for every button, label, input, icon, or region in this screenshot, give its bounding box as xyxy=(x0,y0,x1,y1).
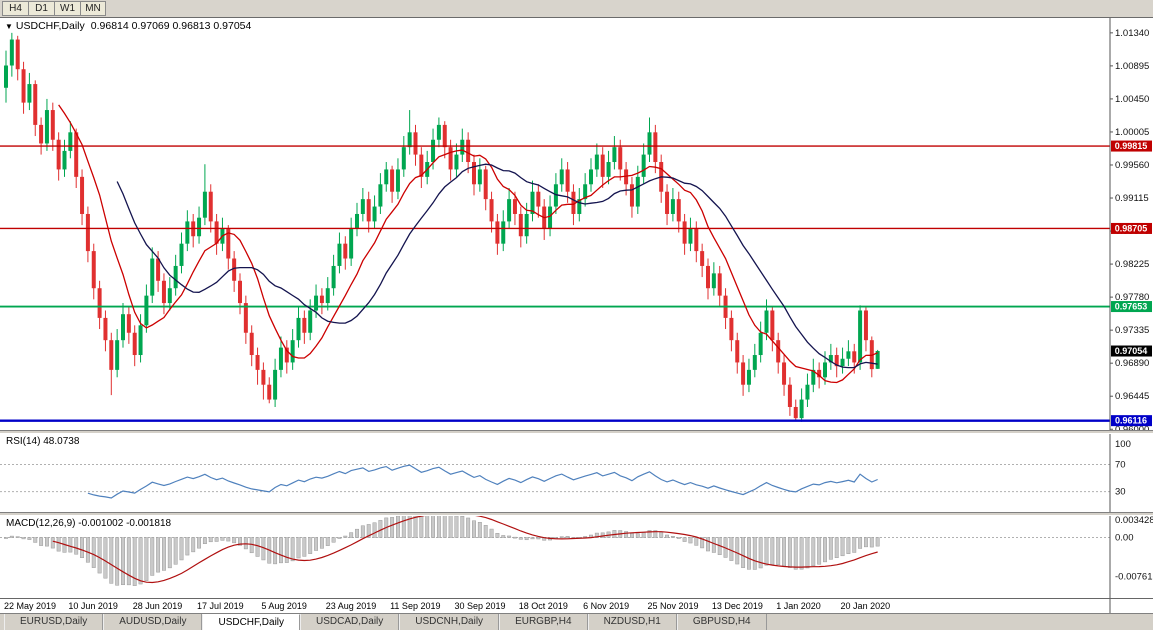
panel-divider[interactable] xyxy=(0,512,1153,516)
macd-tick: -0.007615 xyxy=(1115,572,1153,583)
date-label: 5 Aug 2019 xyxy=(261,601,307,611)
chart-title: ▼ USDCHF,Daily 0.96814 0.97069 0.96813 0.9… xyxy=(5,20,251,32)
price-tick: 1.00895 xyxy=(1115,61,1149,72)
price-tick: 0.97335 xyxy=(1115,325,1149,336)
date-label: 30 Sep 2019 xyxy=(454,601,505,611)
chart-area: 1.01340 1.00895 1.00450 1.00005 0.99560 0.991… xyxy=(0,18,1153,613)
ma-slow-line xyxy=(116,163,878,369)
macd-histogram xyxy=(4,516,880,586)
time-axis[interactable]: 22 May 2019 10 Jun 2019 28 Jun 2019 17 Jul … xyxy=(0,598,1153,613)
date-label: 17 Jul 2019 xyxy=(197,601,244,611)
price-chart-canvas[interactable]: 1.01340 1.00895 1.00450 1.00005 0.99560 0.991… xyxy=(0,18,1153,430)
price-tick: 1.00005 xyxy=(1115,127,1149,138)
macd-panel: 0.003428 0.00 -0.007615 MACD(12,26,9) -0.0… xyxy=(0,516,1153,598)
price-tick: 0.96445 xyxy=(1115,391,1149,402)
rsi-tick: 100 xyxy=(1115,439,1131,450)
symbol-label: USDCHF,Daily xyxy=(15,20,85,32)
date-label: 10 Jun 2019 xyxy=(68,601,118,611)
chart-tab-nzdusd-h1[interactable]: NZDUSD,H1 xyxy=(587,614,677,630)
symbol-dropdown-icon[interactable]: ▼ xyxy=(5,22,13,31)
chart-tab-eurusd-daily[interactable]: EURUSD,Daily xyxy=(4,614,104,630)
svg-text:0.96116: 0.96116 xyxy=(1115,416,1147,426)
price-tag-0.98705: 0.98705 xyxy=(1111,222,1152,234)
date-label: 18 Oct 2019 xyxy=(519,601,568,611)
chart-tab-audusd-daily[interactable]: AUDUSD,Daily xyxy=(103,614,203,630)
date-label: 23 Aug 2019 xyxy=(326,601,377,611)
svg-text:0.98705: 0.98705 xyxy=(1115,223,1148,233)
ohlc-values: 0.96814 0.97069 0.96813 0.97054 xyxy=(90,20,252,32)
rsi-line xyxy=(87,464,878,499)
date-label: 13 Dec 2019 xyxy=(712,601,763,611)
horizontal-lines xyxy=(0,145,1110,422)
rsi-canvas[interactable]: 100 70 30 xyxy=(0,434,1153,512)
rsi-panel: 100 70 30 RSI(14) 48.0738 xyxy=(0,434,1153,512)
price-chart-panel: 1.01340 1.00895 1.00450 1.00005 0.99560 0.991… xyxy=(0,18,1153,430)
price-tick: 0.96890 xyxy=(1115,358,1149,369)
date-label: 11 Sep 2019 xyxy=(390,601,440,611)
time-axis-canvas: 22 May 2019 10 Jun 2019 28 Jun 2019 17 Jul … xyxy=(4,599,1111,613)
chart-tab-usdcad-daily[interactable]: USDCAD,Daily xyxy=(300,614,400,630)
timeframe-button-H4[interactable]: H4 xyxy=(2,1,28,16)
svg-text:0.97054: 0.97054 xyxy=(1115,346,1148,356)
chart-tab-gbpusd-h4[interactable]: GBPUSD,H4 xyxy=(676,614,767,630)
price-tag-0.97054: 0.97054 xyxy=(1111,345,1152,357)
chart-tab-usdcnh-daily[interactable]: USDCNH,Daily xyxy=(399,614,500,630)
macd-signal-line xyxy=(52,516,878,584)
macd-label: MACD(12,26,9) -0.001002 -0.001818 xyxy=(6,518,172,529)
date-label: 1 Jan 2020 xyxy=(776,601,821,611)
chart-tab-usdchf-daily[interactable]: USDCHF,Daily xyxy=(202,614,301,630)
price-tick: 0.97780 xyxy=(1115,292,1149,303)
price-tick: 1.00450 xyxy=(1115,94,1149,105)
rsi-tick: 30 xyxy=(1115,487,1126,498)
price-tag-0.97653: 0.97653 xyxy=(1111,301,1152,313)
timeframe-button-D1[interactable]: D1 xyxy=(28,1,54,16)
date-label: 22 May 2019 xyxy=(4,601,56,611)
chart-tab-eurgbp-h4[interactable]: EURGBP,H4 xyxy=(499,614,588,630)
timeframe-toolbar: H4 D1 W1 MN xyxy=(0,0,1153,18)
timeframe-button-MN[interactable]: MN xyxy=(80,1,106,16)
price-tick: 0.96000 xyxy=(1115,424,1149,430)
panel-divider[interactable] xyxy=(0,430,1153,434)
svg-text:0.97653: 0.97653 xyxy=(1115,302,1148,312)
candlestick-series xyxy=(4,32,880,422)
chart-tabs: EURUSD,Daily AUDUSD,Daily USDCHF,Daily USDC… xyxy=(0,613,1153,630)
date-label: 6 Nov 2019 xyxy=(583,601,629,611)
price-tick: 0.99560 xyxy=(1115,160,1149,171)
rsi-tick: 70 xyxy=(1115,460,1126,471)
price-tag-0.99815: 0.99815 xyxy=(1111,140,1152,152)
price-tick: 1.01340 xyxy=(1115,28,1149,39)
price-tick: 0.98225 xyxy=(1115,259,1149,270)
timeframe-button-W1[interactable]: W1 xyxy=(54,1,80,16)
price-tick: 0.99115 xyxy=(1115,193,1149,204)
svg-text:0.99815: 0.99815 xyxy=(1115,141,1148,151)
date-label: 20 Jan 2020 xyxy=(841,601,891,611)
rsi-label: RSI(14) 48.0738 xyxy=(6,436,80,447)
price-tag-0.96116: 0.96116 xyxy=(1111,415,1152,427)
ma-fast-line xyxy=(58,104,878,384)
macd-tick: 0.00 xyxy=(1115,533,1134,544)
date-label: 28 Jun 2019 xyxy=(133,601,183,611)
date-label: 25 Nov 2019 xyxy=(648,601,699,611)
price-axis[interactable]: 1.01340 1.00895 1.00450 1.00005 0.99560 0.991… xyxy=(1109,18,1153,430)
macd-tick: 0.003428 xyxy=(1115,516,1153,526)
macd-canvas[interactable]: 0.003428 0.00 -0.007615 xyxy=(0,516,1153,598)
